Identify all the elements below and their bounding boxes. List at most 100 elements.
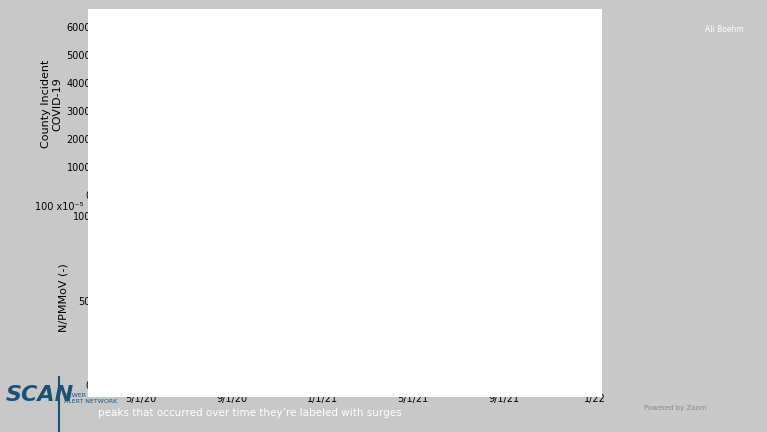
Point (138, 378, 150, 385)
Point (272, 379, 285, 386)
Point (545, 378, 558, 385)
Point (556, 378, 568, 384)
Text: SCAN: SCAN (5, 385, 74, 406)
Text: peaks that occurred over time they’re labeled with surges: peaks that occurred over time they’re la… (98, 407, 402, 418)
Point (452, 362, 464, 369)
Point (429, 379, 441, 386)
Point (148, 382, 160, 389)
Legend: 7 day smoothed new cases: 7 day smoothed new cases (101, 18, 278, 36)
Point (313, 315, 325, 322)
Point (527, 382, 539, 389)
Point (246, 377, 258, 384)
Point (107, 382, 120, 389)
Point (561, 344, 573, 351)
Point (226, 379, 239, 386)
Point (208, 328, 220, 335)
Point (509, 382, 521, 389)
Point (288, 377, 300, 384)
Text: SEWER CORONAVIRUS
ALERT NETWORK: SEWER CORONAVIRUS ALERT NETWORK (64, 393, 134, 403)
Point (113, 379, 125, 386)
Point (150, 381, 163, 388)
Point (332, 278, 344, 285)
Point (390, 381, 403, 388)
Point (496, 382, 509, 389)
Point (108, 379, 120, 386)
Point (127, 376, 140, 383)
Point (553, 235, 565, 241)
Point (217, 360, 229, 367)
Point (476, 367, 488, 374)
Point (525, 381, 537, 388)
Point (412, 382, 424, 389)
Point (243, 381, 255, 388)
Point (550, 382, 562, 389)
Point (328, 341, 341, 348)
Point (518, 382, 530, 389)
Point (236, 382, 249, 389)
Point (131, 376, 143, 383)
Point (129, 376, 141, 383)
Point (499, 380, 512, 387)
Point (202, 374, 214, 381)
Point (162, 381, 174, 388)
Point (470, 342, 482, 349)
Point (412, 382, 424, 389)
Point (489, 377, 501, 384)
Point (479, 352, 492, 359)
Point (543, 380, 555, 387)
Point (416, 382, 429, 389)
Point (357, 381, 370, 388)
Text: 100 x10⁻⁵: 100 x10⁻⁵ (35, 201, 83, 212)
Point (331, 305, 343, 312)
Point (379, 382, 391, 389)
Point (429, 382, 441, 389)
Point (543, 379, 555, 386)
Point (113, 378, 125, 384)
Point (412, 376, 424, 383)
Point (448, 380, 460, 387)
Point (413, 380, 426, 387)
Point (100, 380, 112, 387)
Y-axis label: N/PMMoV (-): N/PMMoV (-) (58, 264, 68, 332)
Point (309, 262, 321, 269)
Point (243, 382, 255, 389)
Point (110, 382, 122, 389)
Point (249, 382, 262, 389)
Point (102, 382, 114, 389)
Point (351, 368, 363, 375)
Point (207, 343, 219, 350)
Point (243, 382, 255, 389)
Point (221, 371, 233, 378)
Point (543, 377, 555, 384)
Point (574, 380, 587, 387)
Point (535, 380, 547, 387)
Point (550, 381, 562, 388)
Point (298, 306, 310, 313)
Point (335, 295, 347, 302)
Point (563, 304, 575, 311)
Point (301, 321, 314, 327)
Point (528, 382, 541, 389)
Point (400, 381, 413, 388)
Point (571, 228, 583, 235)
Point (531, 381, 543, 388)
Point (218, 368, 230, 375)
Point (547, 382, 559, 389)
Point (127, 366, 139, 373)
Point (564, 279, 576, 286)
Point (410, 382, 422, 389)
Point (347, 362, 359, 369)
Point (245, 382, 258, 389)
Point (322, 301, 334, 308)
Point (522, 382, 535, 389)
Point (452, 365, 464, 372)
Point (568, 252, 581, 259)
Point (133, 375, 145, 382)
Point (441, 372, 453, 379)
Point (347, 370, 360, 377)
Point (540, 382, 552, 389)
Point (435, 376, 447, 383)
Point (154, 380, 166, 387)
Point (115, 378, 127, 385)
Point (102, 382, 114, 389)
